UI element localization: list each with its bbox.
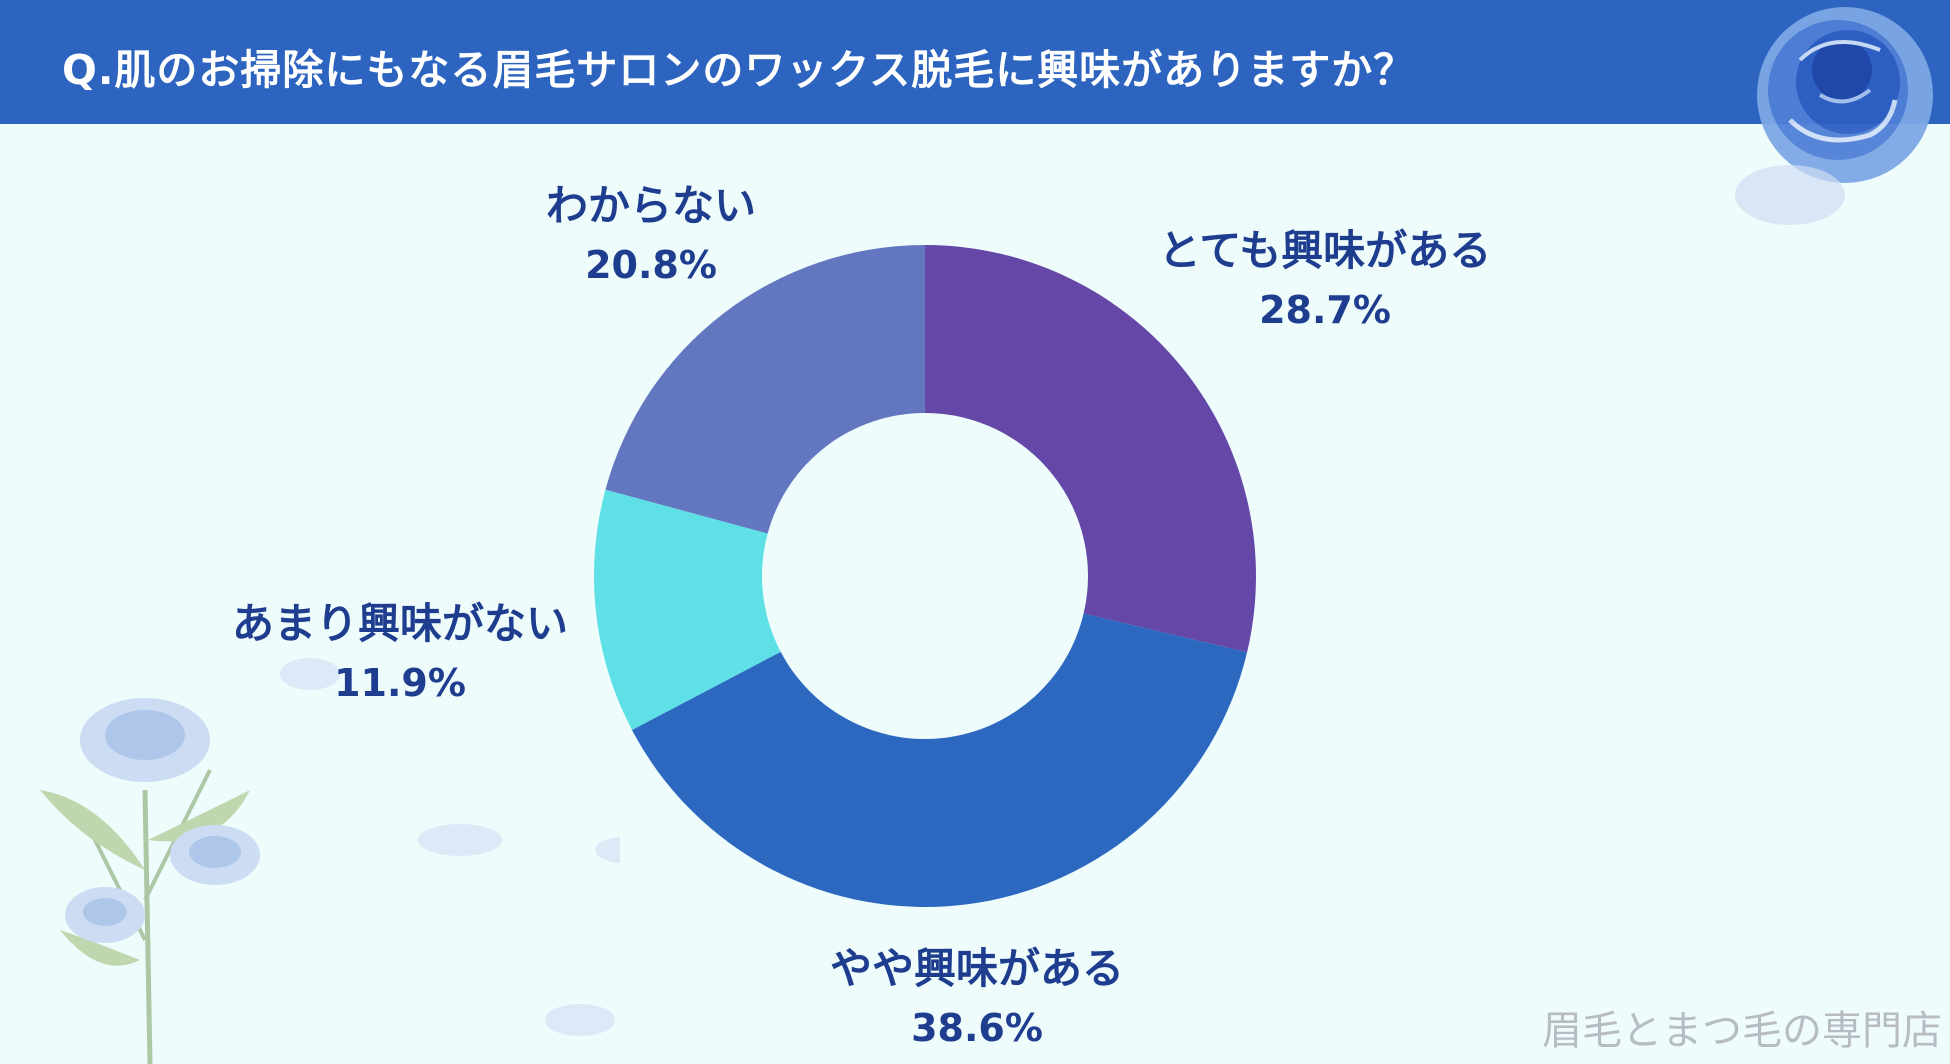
slice-value-label-1: 38.6% [911, 1006, 1043, 1050]
slice-2 [594, 489, 781, 730]
title-bar: Q.肌のお掃除にもなる眉毛サロンのワックス脱毛に興味がありますか？ [0, 0, 1950, 124]
rose-decoration-bottom [40, 658, 620, 1064]
label-group-3: わからない 20.8% [546, 181, 756, 287]
page-title: Q.肌のお掃除にもなる眉毛サロンのワックス脱毛に興味がありますか？ [62, 46, 1416, 94]
slice-value-label-0: 28.7% [1259, 288, 1391, 332]
slice-3 [605, 244, 925, 534]
slice-label-3: わからない [546, 181, 756, 230]
slice-label-1: やや興味がある [830, 944, 1124, 993]
label-group-2: あまり興味がない 11.9% [232, 599, 568, 705]
slice-label-2: あまり興味がない [232, 599, 568, 648]
slice-value-label-3: 20.8% [585, 243, 717, 287]
watermark: 眉毛とまつ毛の専門店 [1542, 1008, 1942, 1054]
slice-0 [925, 245, 1256, 653]
label-group-0: とても興味がある 28.7% [1159, 226, 1492, 332]
label-group-1: やや興味がある 38.6% [830, 944, 1124, 1050]
rose-decoration-top [1735, 7, 1933, 225]
slice-value-label-2: 11.9% [334, 661, 466, 705]
slice-label-0: とても興味がある [1159, 226, 1492, 275]
slice-1 [631, 613, 1248, 907]
